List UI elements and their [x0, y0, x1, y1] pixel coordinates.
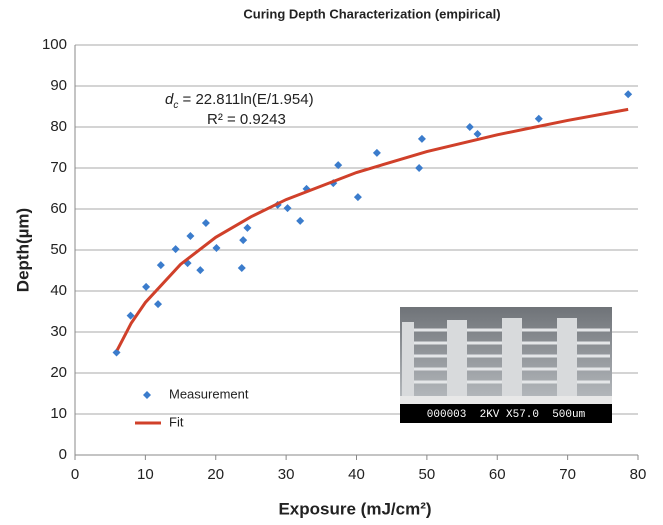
- data-point: [196, 266, 205, 275]
- x-tick-label: 10: [137, 466, 154, 483]
- chart-title: Curing Depth Characterization (empirical…: [243, 6, 500, 21]
- data-point: [417, 134, 426, 143]
- data-point: [239, 236, 248, 245]
- x-tick-label: 20: [207, 466, 224, 483]
- data-point: [465, 123, 474, 131]
- y-tick-label: 100: [42, 36, 67, 53]
- data-point: [201, 218, 210, 227]
- inset-base: [400, 396, 612, 404]
- x-tick-label: 30: [278, 466, 295, 483]
- legend-marker: [143, 391, 151, 399]
- data-point: [186, 232, 195, 241]
- x-tick-label: 40: [348, 466, 365, 483]
- data-point: [296, 216, 305, 225]
- data-point: [171, 245, 180, 254]
- inset-image: 000003 2KV X57.0 500um: [400, 307, 612, 423]
- y-tick-label: 20: [50, 364, 67, 381]
- data-point: [334, 161, 343, 170]
- data-point: [212, 243, 221, 252]
- equation-text: = 22.811ln(E/1.954): [178, 91, 313, 108]
- y-axis-label: Depth(µm): [13, 208, 32, 292]
- inset-caption: 000003 2KV X57.0 500um: [427, 409, 586, 421]
- x-tick-label: 80: [630, 466, 647, 483]
- data-point: [243, 223, 252, 232]
- inset-columns: [402, 318, 577, 396]
- data-point: [372, 148, 381, 157]
- y-tick-label: 30: [50, 323, 67, 340]
- x-tick-label: 70: [559, 466, 576, 483]
- y-tick-label: 90: [50, 77, 67, 94]
- x-tick-label: 60: [489, 466, 506, 483]
- data-point: [154, 300, 163, 309]
- inset-caption-bar: [400, 404, 612, 423]
- data-point: [142, 282, 151, 291]
- y-tick-label: 70: [50, 159, 67, 176]
- x-tick-label: 50: [419, 466, 436, 483]
- data-point: [353, 193, 362, 202]
- x-axis-label: Exposure (mJ/cm²): [278, 499, 431, 518]
- data-point: [415, 164, 424, 172]
- legend-label: Measurement: [169, 386, 249, 401]
- data-point: [237, 264, 246, 273]
- y-tick-label: 0: [59, 446, 67, 463]
- fit-line: [115, 107, 629, 351]
- equation-symbol: d: [165, 91, 174, 108]
- fit-equation: dc = 22.811ln(E/1.954): [165, 91, 314, 111]
- data-point: [126, 311, 135, 320]
- y-tick-label: 50: [50, 241, 67, 258]
- data-point: [624, 90, 633, 99]
- y-tick-label: 40: [50, 282, 67, 299]
- data-point: [534, 114, 543, 123]
- r-squared: R² = 0.9243: [207, 111, 286, 128]
- data-point: [473, 129, 482, 138]
- legend-label: Fit: [169, 414, 184, 429]
- y-tick-label: 80: [50, 118, 67, 135]
- y-tick-label: 60: [50, 200, 67, 217]
- equation-subscript: c: [173, 100, 178, 111]
- data-point: [112, 348, 121, 357]
- y-tick-label: 10: [50, 405, 67, 422]
- data-point: [283, 204, 292, 213]
- x-tick-label: 0: [71, 466, 79, 483]
- data-point: [156, 261, 165, 270]
